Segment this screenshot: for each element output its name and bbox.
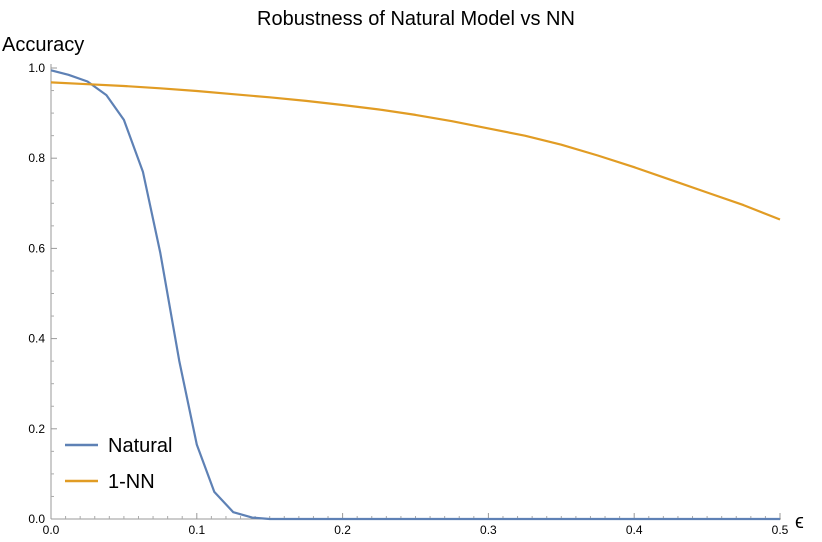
legend-label-1-nn: 1-NN — [108, 471, 155, 493]
chart-title: Robustness of Natural Model vs NN — [257, 8, 575, 30]
y-tick-label: 0.8 — [28, 151, 45, 165]
x-tick-label: 0.4 — [626, 523, 643, 537]
x-tick-label: 0.5 — [772, 523, 789, 537]
x-tick-label: 0.2 — [334, 523, 351, 537]
x-axis-title: ϵ — [795, 511, 804, 533]
x-tick-label: 0.1 — [188, 523, 205, 537]
series-line-1-nn — [50, 81, 781, 221]
legend-label-natural: Natural — [108, 435, 172, 457]
legend: Natural 1-NN — [65, 435, 172, 493]
series-line-natural — [50, 69, 780, 521]
y-axis-title: Accuracy — [2, 34, 84, 56]
series-lines — [50, 69, 781, 521]
y-tick-label: 1.0 — [28, 61, 45, 75]
y-tick-label: 0.4 — [28, 332, 45, 346]
y-tick-label: 0.2 — [28, 422, 45, 436]
x-tick-label: 0.3 — [480, 523, 497, 537]
y-tick-label: 0.6 — [28, 241, 45, 255]
y-tick-label: 0.0 — [28, 512, 45, 526]
x-tick-label: 0.0 — [43, 523, 60, 537]
ticks: 0.0 0.1 0.2 0.3 0.4 0.5 0.0 0.2 0.4 0.6 0.8 1.0 — [28, 61, 788, 537]
